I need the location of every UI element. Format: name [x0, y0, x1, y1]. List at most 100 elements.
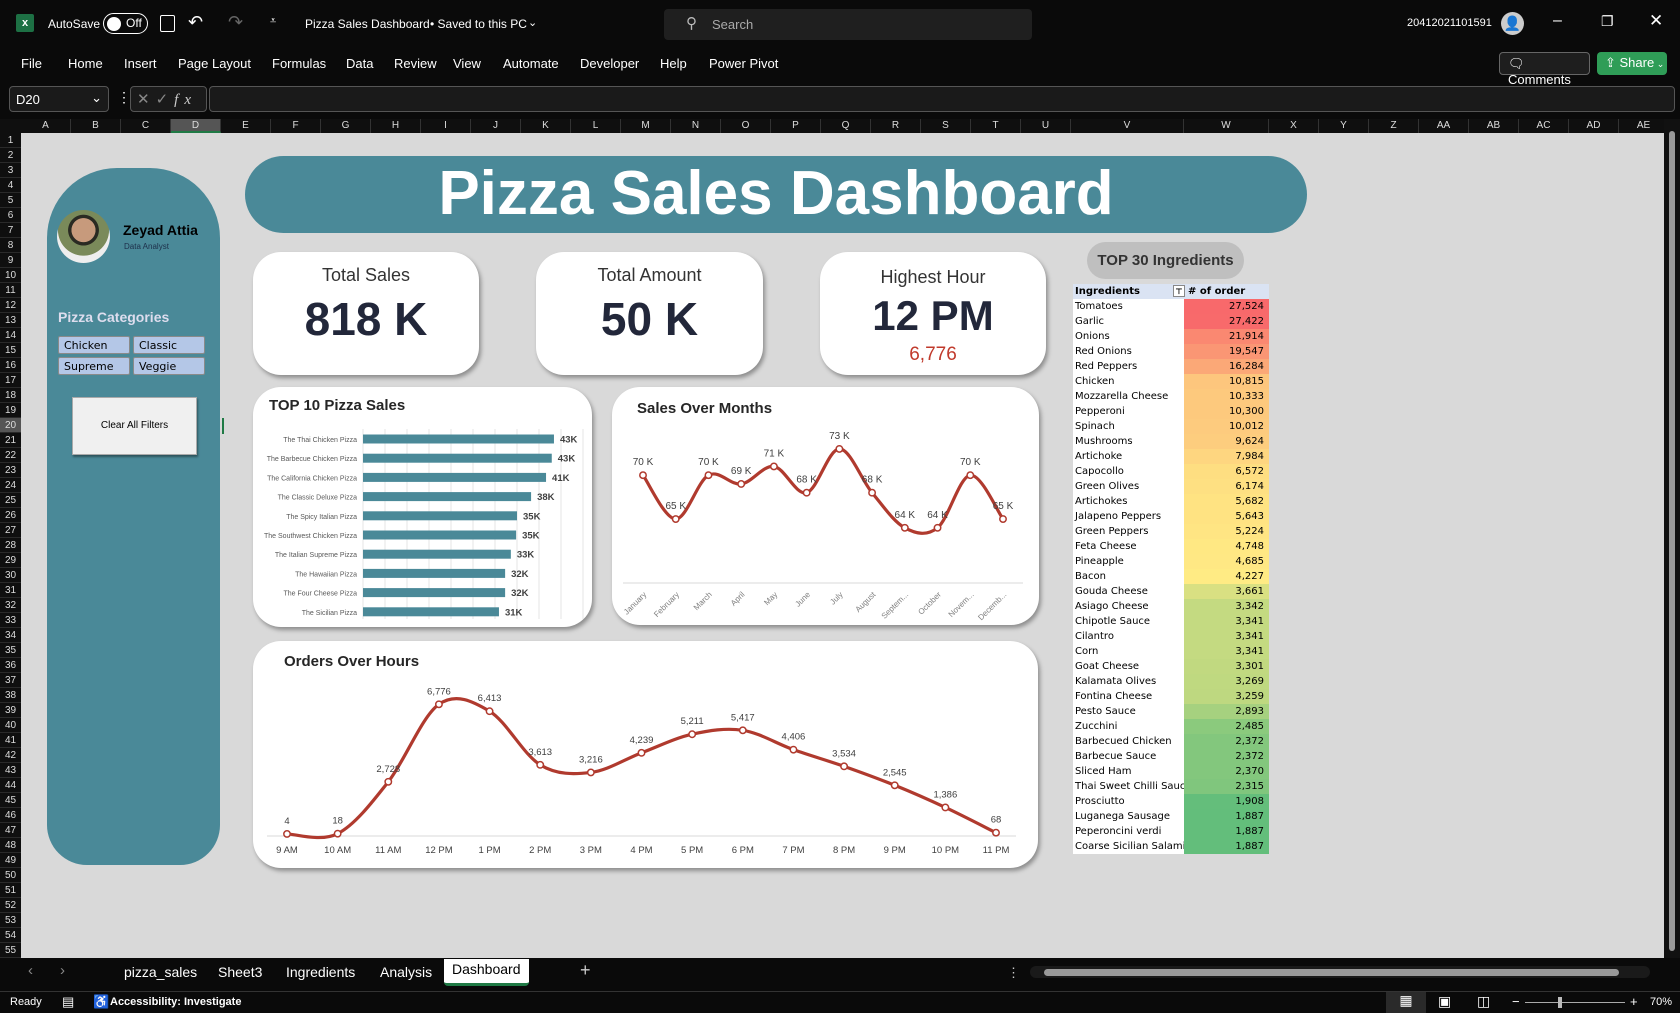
table-row[interactable]: Peperoncini verdi 1,887 — [1073, 824, 1269, 839]
column-header-p[interactable]: P — [771, 119, 821, 133]
column-header-x[interactable]: X — [1269, 119, 1319, 133]
menu-power-pivot[interactable]: Power Pivot — [709, 56, 779, 71]
table-row[interactable]: Sliced Ham 2,370 — [1073, 764, 1269, 779]
row-header[interactable]: 54 — [0, 928, 21, 943]
next-sheet-icon[interactable]: › — [60, 962, 65, 979]
data-point[interactable] — [671, 515, 680, 523]
table-row[interactable]: Coarse Sicilian Salami 1,887 — [1073, 839, 1269, 854]
table-row[interactable]: Pepperoni 10,300 — [1073, 404, 1269, 419]
menu-automate[interactable]: Automate — [503, 56, 559, 71]
data-point[interactable] — [992, 828, 1000, 837]
page-break-view-icon[interactable]: ◫ — [1477, 993, 1491, 1009]
column-header-z[interactable]: Z — [1369, 119, 1419, 133]
zoom-slider[interactable] — [1525, 997, 1625, 1008]
column-header-g[interactable]: G — [321, 119, 371, 133]
column-header-m[interactable]: M — [621, 119, 671, 133]
table-row[interactable]: Gouda Cheese 3,661 — [1073, 584, 1269, 599]
category-veggie[interactable]: Veggie — [133, 357, 205, 375]
scroll-thumb[interactable] — [1044, 969, 1619, 976]
data-point[interactable] — [802, 488, 811, 497]
row-header[interactable]: 30 — [0, 568, 21, 583]
row-header[interactable]: 37 — [0, 673, 21, 688]
data-point[interactable] — [941, 803, 950, 812]
data-point[interactable] — [283, 829, 291, 838]
column-header-v[interactable]: V — [1071, 119, 1184, 133]
share-button[interactable]: ⇪ Share ⌄ — [1597, 52, 1667, 75]
redo-icon[interactable]: ↷ — [228, 12, 244, 32]
close-icon[interactable]: ✕ — [1649, 11, 1664, 30]
sheet-tab-pizza_sales[interactable]: pizza_sales — [124, 964, 198, 980]
data-point[interactable] — [738, 726, 747, 735]
row-header[interactable]: 31 — [0, 583, 21, 598]
row-header[interactable]: 13 — [0, 313, 21, 328]
row-header[interactable]: 21 — [0, 433, 21, 448]
menu-view[interactable]: View — [453, 56, 481, 71]
chevron-down-icon[interactable]: ⌄ — [528, 17, 538, 29]
menu-review[interactable]: Review — [394, 56, 437, 71]
data-point[interactable] — [333, 829, 342, 838]
bar[interactable] — [363, 434, 554, 444]
row-header[interactable]: 2 — [0, 148, 21, 163]
data-point[interactable] — [999, 515, 1007, 523]
bar[interactable] — [363, 549, 511, 559]
row-header[interactable]: 38 — [0, 688, 21, 703]
customize-toolbar-icon[interactable]: ⩡ — [270, 15, 277, 27]
filter-dropdown-icon[interactable]: ⊤ — [1173, 285, 1185, 297]
column-header-f[interactable]: F — [271, 119, 321, 133]
column-header-t[interactable]: T — [971, 119, 1021, 133]
row-header[interactable]: 27 — [0, 523, 21, 538]
column-header-ae[interactable]: AE — [1619, 119, 1669, 133]
table-row[interactable]: Red Onions 19,547 — [1073, 344, 1269, 359]
add-sheet-button[interactable]: + — [580, 960, 591, 980]
data-point[interactable] — [789, 745, 798, 754]
row-header[interactable]: 22 — [0, 448, 21, 463]
sheet-tab-analysis[interactable]: Analysis — [380, 964, 433, 980]
row-header[interactable]: 7 — [0, 223, 21, 238]
menu-home[interactable]: Home — [68, 56, 103, 71]
row-header[interactable]: 36 — [0, 658, 21, 673]
bar[interactable] — [363, 588, 506, 598]
column-header-d[interactable]: D — [171, 119, 221, 133]
normal-view-icon[interactable]: ▦ — [1386, 992, 1426, 1013]
row-header[interactable]: 10 — [0, 268, 21, 283]
row-header[interactable]: 6 — [0, 208, 21, 223]
data-point[interactable] — [933, 523, 942, 532]
row-header[interactable]: 24 — [0, 478, 21, 493]
table-row[interactable]: Pineapple 4,685 — [1073, 554, 1269, 569]
data-point[interactable] — [890, 781, 899, 790]
bar[interactable] — [363, 568, 506, 578]
column-header-y[interactable]: Y — [1319, 119, 1369, 133]
table-row[interactable]: Green Olives 6,174 — [1073, 479, 1269, 494]
data-point[interactable] — [485, 707, 494, 716]
table-row[interactable]: Artichokes 5,682 — [1073, 494, 1269, 509]
horizontal-scrollbar[interactable] — [1030, 966, 1650, 978]
data-point[interactable] — [769, 462, 778, 471]
bar[interactable] — [363, 607, 499, 617]
column-header-q[interactable]: Q — [821, 119, 871, 133]
row-header[interactable]: 40 — [0, 718, 21, 733]
row-header[interactable]: 9 — [0, 253, 21, 268]
row-header[interactable]: 44 — [0, 778, 21, 793]
sheet-tab-ingredients[interactable]: Ingredients — [286, 964, 356, 980]
row-header[interactable]: 41 — [0, 733, 21, 748]
column-header-c[interactable]: C — [121, 119, 171, 133]
macro-record-icon[interactable]: ▤ — [62, 994, 75, 1009]
table-row[interactable]: Pesto Sauce 2,893 — [1073, 704, 1269, 719]
row-header[interactable]: 39 — [0, 703, 21, 718]
menu-developer[interactable]: Developer — [580, 56, 640, 71]
column-header-l[interactable]: L — [571, 119, 621, 133]
category-classic[interactable]: Classic — [133, 336, 205, 354]
row-header[interactable]: 48 — [0, 838, 21, 853]
row-header[interactable]: 35 — [0, 643, 21, 658]
table-row[interactable]: Red Peppers 16,284 — [1073, 359, 1269, 374]
bar[interactable] — [363, 472, 547, 482]
row-header[interactable]: 23 — [0, 463, 21, 478]
bar[interactable] — [363, 453, 552, 463]
menu-insert[interactable]: Insert — [124, 56, 157, 71]
autosave-toggle[interactable]: Off — [103, 13, 148, 34]
row-header[interactable]: 45 — [0, 793, 21, 808]
prev-sheet-icon[interactable]: ‹ — [28, 962, 33, 979]
sheet-tab-dashboard[interactable]: Dashboard — [444, 959, 529, 986]
table-row[interactable]: Mushrooms 9,624 — [1073, 434, 1269, 449]
row-header[interactable]: 55 — [0, 943, 21, 958]
